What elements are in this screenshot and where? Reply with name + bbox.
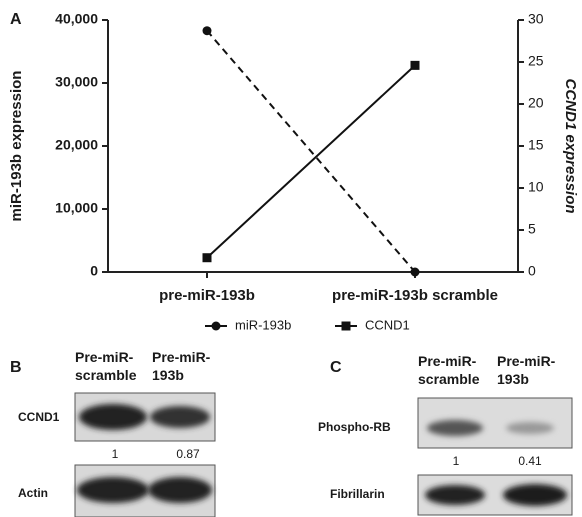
band bbox=[77, 477, 149, 503]
marker bbox=[203, 253, 212, 262]
header-line: scramble bbox=[418, 371, 480, 387]
legend-label: miR-193b bbox=[235, 317, 291, 332]
row-label: Actin bbox=[18, 486, 48, 500]
marker bbox=[342, 322, 351, 331]
y-tick-label: 40,000 bbox=[55, 11, 98, 27]
panel-label: A bbox=[10, 11, 22, 28]
figure: A B Pre-miR-scramble Pre-miR- 193b CCND1 … bbox=[0, 0, 582, 517]
quant-value: 1 bbox=[112, 447, 119, 461]
panel-label: B bbox=[10, 359, 22, 376]
y2-tick-label: 15 bbox=[528, 137, 544, 153]
column-header: Pre-miR-scramble bbox=[75, 349, 137, 383]
y2-tick-label: 25 bbox=[528, 53, 544, 69]
y2-tick-label: 0 bbox=[528, 263, 536, 279]
marker bbox=[411, 268, 420, 277]
row-label: CCND1 bbox=[18, 410, 60, 424]
series-line bbox=[207, 31, 415, 272]
header-line: 193b bbox=[497, 371, 529, 387]
quant-value: 1 bbox=[453, 454, 460, 468]
column-header: Pre-miR- 193b bbox=[152, 349, 211, 383]
marker bbox=[203, 26, 212, 35]
y-tick-label: 30,000 bbox=[55, 74, 98, 90]
column-header: Pre-miR-scramble bbox=[418, 353, 480, 387]
legend-label: CCND1 bbox=[365, 317, 410, 332]
y2-axis-label: CCND1 expression bbox=[562, 78, 579, 213]
band bbox=[506, 422, 554, 434]
band bbox=[79, 404, 147, 430]
x-tick-label: pre-miR-193b bbox=[159, 287, 255, 304]
header-line: Pre-miR- bbox=[497, 353, 556, 369]
y-tick-label: 20,000 bbox=[55, 137, 98, 153]
y2-tick-label: 10 bbox=[528, 179, 544, 195]
row-label: Fibrillarin bbox=[330, 487, 385, 501]
series-line bbox=[207, 65, 415, 257]
marker bbox=[411, 61, 420, 70]
band bbox=[148, 477, 212, 503]
band bbox=[425, 485, 485, 505]
header-line: Pre-miR- bbox=[152, 349, 211, 365]
band bbox=[503, 484, 567, 506]
y2-tick-label: 20 bbox=[528, 95, 544, 111]
panel-label: C bbox=[330, 359, 342, 376]
marker bbox=[212, 322, 221, 331]
x-tick-label: pre-miR-193b scramble bbox=[332, 287, 498, 304]
band bbox=[150, 406, 210, 428]
header-line: Pre-miR- bbox=[75, 349, 134, 365]
header-line: scramble bbox=[75, 367, 137, 383]
y2-tick-label: 5 bbox=[528, 221, 536, 237]
column-header: Pre-miR- 193b bbox=[497, 353, 556, 387]
y-tick-label: 0 bbox=[90, 263, 98, 279]
y2-tick-label: 30 bbox=[528, 11, 544, 27]
quant-value: 0.41 bbox=[518, 454, 542, 468]
header-line: Pre-miR- bbox=[418, 353, 477, 369]
y-axis-label: miR-193b expression bbox=[8, 71, 25, 222]
quant-value: 0.87 bbox=[176, 447, 200, 461]
row-label: Phospho-RB bbox=[318, 420, 391, 434]
header-line: 193b bbox=[152, 367, 184, 383]
y-tick-label: 10,000 bbox=[55, 200, 98, 216]
band bbox=[427, 420, 483, 436]
